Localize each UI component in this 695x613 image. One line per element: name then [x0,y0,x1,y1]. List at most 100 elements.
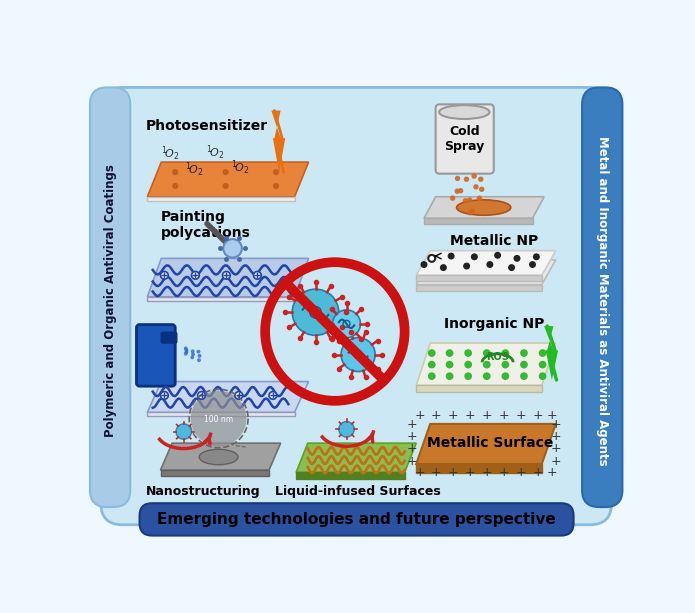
Text: +: + [550,443,561,455]
Circle shape [502,372,509,380]
Text: +: + [516,466,526,479]
Circle shape [463,262,470,270]
Circle shape [502,349,509,357]
Circle shape [338,422,354,437]
Polygon shape [147,162,309,197]
Circle shape [254,272,261,279]
Text: +: + [550,455,561,468]
Text: $^1\!O_2$: $^1\!O_2$ [231,159,250,177]
Text: Polymeric and Organic Antiviral Coatings: Polymeric and Organic Antiviral Coatings [104,164,117,437]
Ellipse shape [199,449,238,465]
Polygon shape [161,443,281,470]
Polygon shape [147,413,295,416]
Text: +: + [407,418,418,431]
Text: +: + [430,409,441,422]
Circle shape [483,372,491,380]
Text: +: + [550,418,561,431]
Text: +: + [407,455,418,468]
FancyBboxPatch shape [436,104,493,173]
Circle shape [428,255,435,262]
Text: Metallic NP: Metallic NP [450,234,538,248]
Circle shape [420,261,427,268]
Circle shape [176,424,192,440]
Circle shape [197,358,201,362]
Circle shape [479,186,484,192]
Polygon shape [424,218,532,224]
Polygon shape [416,464,542,473]
Text: +: + [532,409,543,422]
Text: +: + [464,409,475,422]
Polygon shape [161,470,269,476]
Text: Metallic Surface: Metallic Surface [427,436,553,450]
Polygon shape [416,343,556,386]
Circle shape [520,372,528,380]
Circle shape [197,350,200,354]
Text: +: + [464,466,475,479]
Circle shape [483,361,491,368]
Text: +: + [407,430,418,443]
Circle shape [428,255,435,262]
Text: Emerging technologies and future perspective: Emerging technologies and future perspec… [157,512,556,527]
Circle shape [172,169,179,175]
Text: +: + [415,409,425,422]
FancyBboxPatch shape [161,332,177,343]
Polygon shape [416,284,542,291]
Circle shape [197,354,202,358]
Circle shape [445,349,453,357]
Circle shape [184,346,188,350]
Polygon shape [416,260,556,284]
Circle shape [222,169,229,175]
Circle shape [539,349,546,357]
Circle shape [533,253,540,261]
FancyBboxPatch shape [582,88,623,507]
Circle shape [273,169,279,175]
Text: +: + [482,409,492,422]
Circle shape [223,239,242,257]
Polygon shape [147,381,309,413]
Circle shape [184,350,188,354]
Circle shape [332,310,361,338]
Circle shape [161,272,168,279]
Circle shape [464,177,469,182]
Circle shape [478,177,484,182]
Circle shape [428,361,436,368]
Circle shape [192,272,199,279]
Circle shape [440,264,447,271]
Circle shape [450,196,455,201]
Circle shape [190,391,247,446]
Circle shape [448,253,455,259]
Circle shape [471,173,477,179]
Circle shape [508,264,515,271]
Text: $^1\!O_2$: $^1\!O_2$ [185,161,203,179]
Circle shape [529,261,536,268]
Text: ROS: ROS [486,352,509,362]
Text: +: + [546,409,557,422]
FancyBboxPatch shape [101,88,612,525]
Circle shape [197,392,206,399]
Circle shape [184,352,188,356]
Polygon shape [147,197,295,202]
Circle shape [463,198,468,204]
Text: Inorganic NP: Inorganic NP [443,317,544,331]
Text: 100 nm: 100 nm [204,416,234,424]
Polygon shape [296,473,404,479]
Text: Cold
Spray: Cold Spray [444,125,484,153]
Text: +: + [415,466,425,479]
Polygon shape [424,197,544,218]
Circle shape [293,289,338,335]
Text: +: + [498,466,509,479]
Circle shape [473,184,479,189]
Polygon shape [416,251,556,275]
FancyBboxPatch shape [136,324,175,386]
Text: Metal and Inorganic Materials as Antiviral Agents: Metal and Inorganic Materials as Antivir… [596,136,609,465]
Text: +: + [532,466,543,479]
Text: +: + [407,443,418,455]
Text: +: + [482,466,492,479]
Circle shape [190,349,195,353]
Circle shape [445,372,453,380]
Circle shape [539,361,546,368]
Circle shape [269,392,277,399]
Text: +: + [550,430,561,443]
Circle shape [161,392,168,399]
Ellipse shape [439,105,489,119]
